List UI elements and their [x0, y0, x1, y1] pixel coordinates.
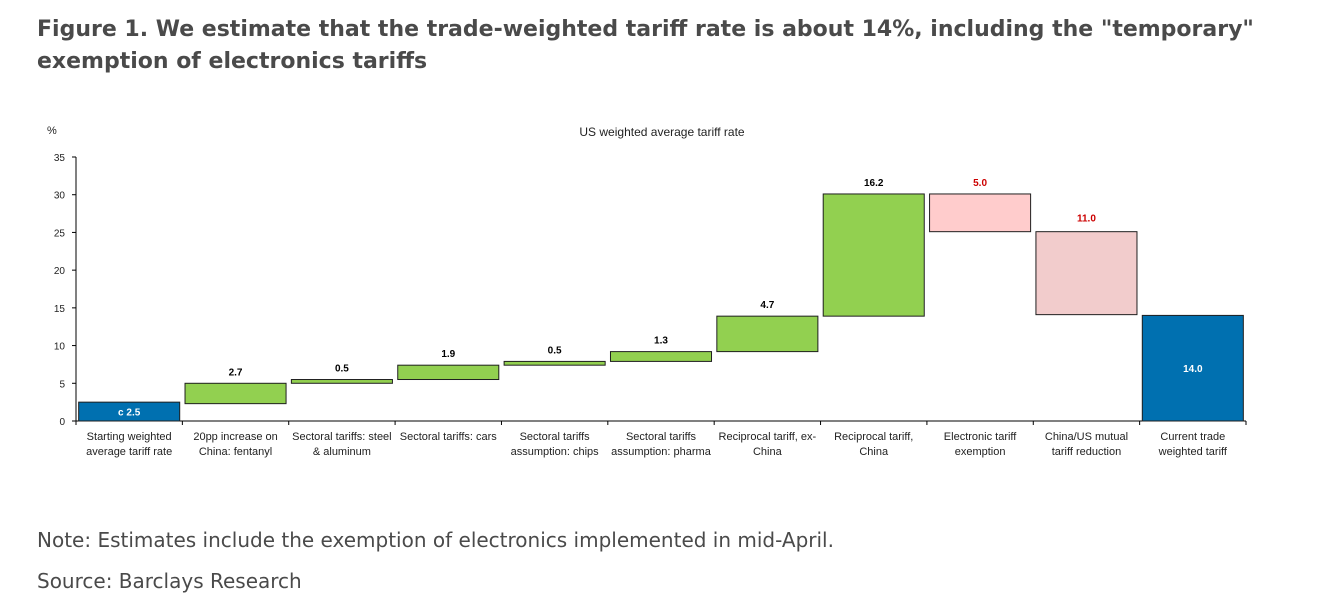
category-label-1: average tariff rate — [86, 446, 172, 458]
bar-8 — [822, 193, 925, 317]
category-label-5: Sectoral tariffs — [520, 431, 591, 443]
y-tick-label: 35 — [54, 153, 66, 164]
y-tick-label: 30 — [54, 191, 66, 202]
data-label-8: 16.2 — [864, 178, 884, 189]
data-label-4: 1.9 — [441, 349, 455, 360]
data-label-10: 11.0 — [1077, 214, 1096, 225]
bar-3 — [290, 379, 393, 384]
figure-title: Figure 1. We estimate that the trade-wei… — [37, 17, 1254, 74]
bar-2 — [184, 382, 287, 405]
data-label-6: 1.3 — [654, 336, 668, 347]
y-tick-label: 25 — [54, 228, 66, 239]
category-label-11: weighted tariff — [1158, 446, 1228, 458]
bar-5 — [503, 360, 606, 366]
data-label-5: 0.5 — [548, 345, 562, 356]
bar-11 — [1141, 314, 1244, 422]
bar-6 — [609, 351, 713, 362]
bar-9 — [929, 193, 1032, 233]
note-text: Note: Estimates include the exemption of… — [37, 528, 834, 552]
bar-7 — [716, 315, 819, 353]
category-label-7: Reciprocal tariff, ex- — [719, 431, 817, 443]
y-tick-label: 5 — [59, 379, 65, 390]
bar-4 — [397, 364, 500, 381]
bars — [78, 193, 1244, 422]
category-label-3: Sectoral tariffs: steel — [292, 431, 391, 443]
category-label-2: China: fentanyl — [199, 446, 272, 458]
data-label-9: 5.0 — [973, 178, 987, 189]
category-labels: Starting weighted average tariff rate 20pp… — [86, 431, 1228, 458]
category-label-11: Current trade — [1160, 431, 1225, 443]
category-label-2: 20pp increase on — [193, 431, 277, 443]
category-label-6: assumption: pharma — [611, 446, 712, 458]
category-label-7: China — [753, 446, 783, 458]
category-label-9: exemption — [955, 446, 1006, 458]
category-label-3: & aluminum — [313, 446, 371, 458]
category-label-6: Sectoral tariffs — [626, 431, 697, 443]
y-axis-label: % — [47, 125, 57, 137]
data-label-7: 4.7 — [760, 300, 774, 311]
chart-title: US weighted average tariff rate — [579, 125, 745, 139]
y-tick-label: 15 — [54, 304, 66, 315]
category-label-5: assumption: chips — [511, 446, 600, 458]
data-label-11: 14.0 — [1183, 364, 1203, 375]
category-label-8: China — [859, 446, 889, 458]
category-label-10: tariff reduction — [1052, 446, 1122, 458]
data-label-2: 2.7 — [229, 367, 243, 378]
data-label-3: 0.5 — [335, 364, 349, 375]
waterfall-chart: US weighted average tariff rate % 0 5 10 15… — [47, 125, 1247, 458]
data-label-1: c 2.5 — [118, 408, 141, 419]
data-labels: c 2.5 2.7 0.5 1.9 0.5 1.3 4.7 16.2 5.0 11.0 14.0 — [118, 178, 1203, 419]
category-label-8: Reciprocal tariff, — [834, 431, 913, 443]
y-tick-label: 10 — [54, 342, 66, 353]
bar-10 — [1035, 231, 1138, 316]
category-label-1: Starting weighted — [87, 431, 172, 443]
axes: 0 5 10 15 20 25 30 35 — [54, 153, 1247, 428]
category-label-4: Sectoral tariffs: cars — [400, 431, 497, 443]
category-label-10: China/US mutual — [1045, 431, 1128, 443]
category-label-9: Electronic tariff — [944, 431, 1017, 443]
y-tick-label: 20 — [54, 266, 66, 277]
bar-1 — [78, 401, 181, 422]
y-tick-label: 0 — [59, 417, 65, 428]
source-text: Source: Barclays Research — [37, 569, 302, 593]
